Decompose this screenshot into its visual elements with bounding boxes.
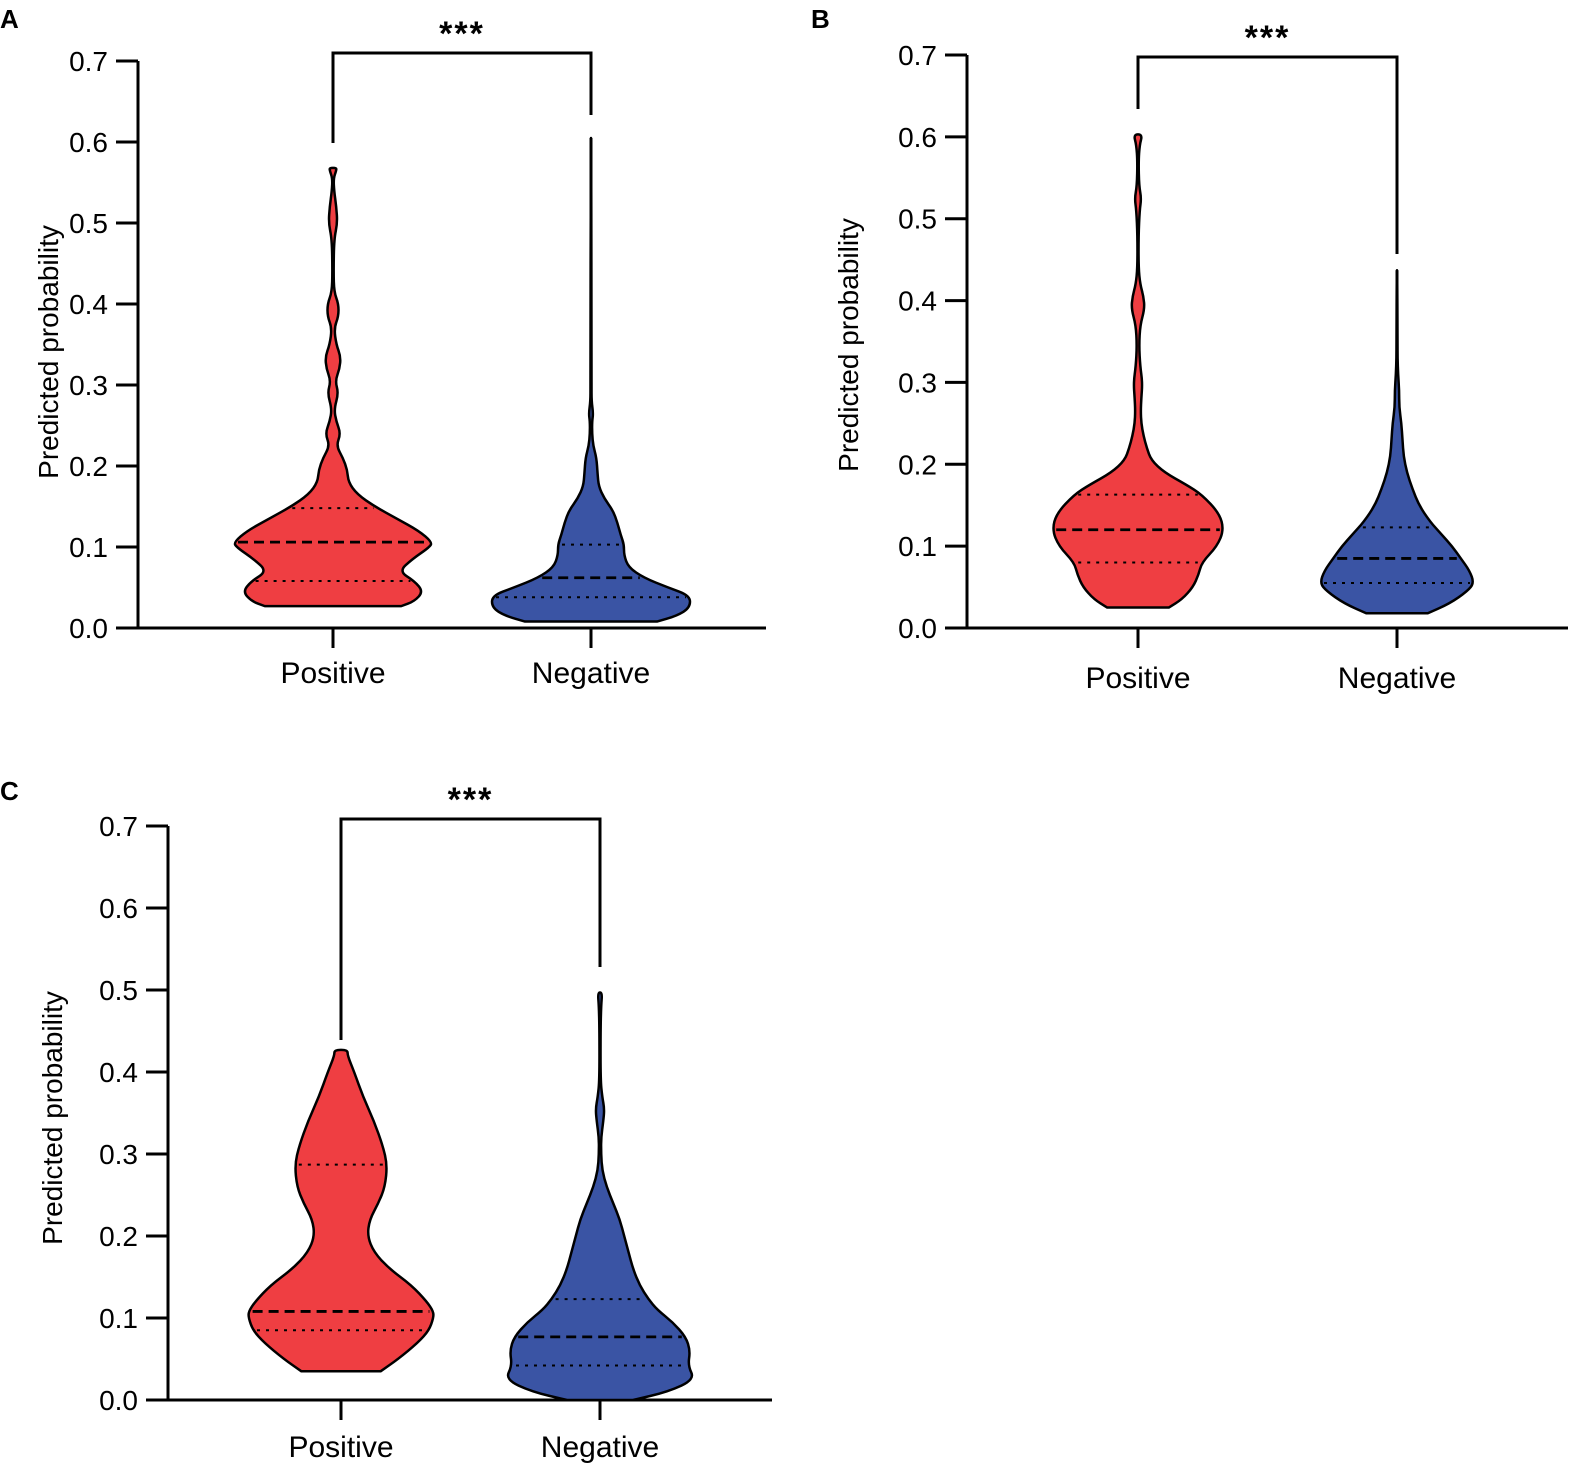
violin-positive <box>247 1048 435 1373</box>
panel-letter: C <box>0 776 19 806</box>
y-tick-label: 0.3 <box>99 1139 138 1170</box>
y-tick-label: 0.2 <box>99 1221 138 1252</box>
y-tick-label: 0.0 <box>99 1385 138 1416</box>
y-axis-title: Predicted probability <box>33 225 64 479</box>
violin-negative <box>506 991 694 1402</box>
x-category-label: Negative <box>1338 662 1456 695</box>
panel-letter: A <box>0 4 19 34</box>
y-tick-label: 0.2 <box>898 449 937 480</box>
panel-letter: B <box>811 4 830 34</box>
y-tick-label: 0.0 <box>69 613 108 644</box>
y-tick-label: 0.7 <box>99 811 138 842</box>
violin-positive <box>1052 133 1224 609</box>
y-tick-label: 0.6 <box>99 893 138 924</box>
y-tick-label: 0.2 <box>69 451 108 482</box>
y-tick-label: 0.5 <box>99 975 138 1006</box>
panel-a: A 0.0 0.1 0.2 0.3 0.4 0.5 0.6 0.7 Predicted proba… <box>0 4 766 690</box>
y-tick-label: 0.6 <box>898 122 937 153</box>
x-category-label: Positive <box>280 657 385 690</box>
x-category-label: Positive <box>288 1431 393 1464</box>
significance-bracket <box>1136 55 1399 254</box>
y-tick-label: 0.3 <box>898 367 937 398</box>
y-tick-label: 0.3 <box>69 370 108 401</box>
x-category-label: Negative <box>541 1431 659 1464</box>
y-tick-label: 0.1 <box>69 532 108 563</box>
y-tick-label: 0.1 <box>898 531 937 562</box>
x-category-label: Negative <box>532 657 650 690</box>
violin-positive <box>233 166 433 608</box>
y-axis-title: Predicted probability <box>37 991 68 1245</box>
significance-bracket <box>331 51 593 143</box>
y-tick-label: 0.4 <box>898 286 937 317</box>
x-category-label: Positive <box>1085 662 1190 695</box>
y-tick-label: 0.6 <box>69 127 108 158</box>
significance-label: *** <box>439 15 485 53</box>
significance-bracket <box>339 817 602 1040</box>
y-tick-label: 0.5 <box>69 208 108 239</box>
y-tick-label: 0.5 <box>898 204 937 235</box>
panel-b: B 0.0 0.1 0.2 0.3 0.4 0.5 0.6 0.7 Predicted proba… <box>811 4 1568 695</box>
y-tick-label: 0.0 <box>898 613 937 644</box>
y-tick-label: 0.7 <box>69 46 108 77</box>
significance-label: *** <box>1245 19 1291 57</box>
panel-c: C 0.0 0.1 0.2 0.3 0.4 0.5 0.6 0.7 Predicted proba… <box>0 776 772 1464</box>
significance-label: *** <box>448 781 494 819</box>
y-tick-label: 0.1 <box>99 1303 138 1334</box>
y-tick-label: 0.7 <box>898 40 937 71</box>
y-axis-title: Predicted probability <box>833 218 864 472</box>
y-tick-label: 0.4 <box>69 289 108 320</box>
y-tick-label: 0.4 <box>99 1057 138 1088</box>
